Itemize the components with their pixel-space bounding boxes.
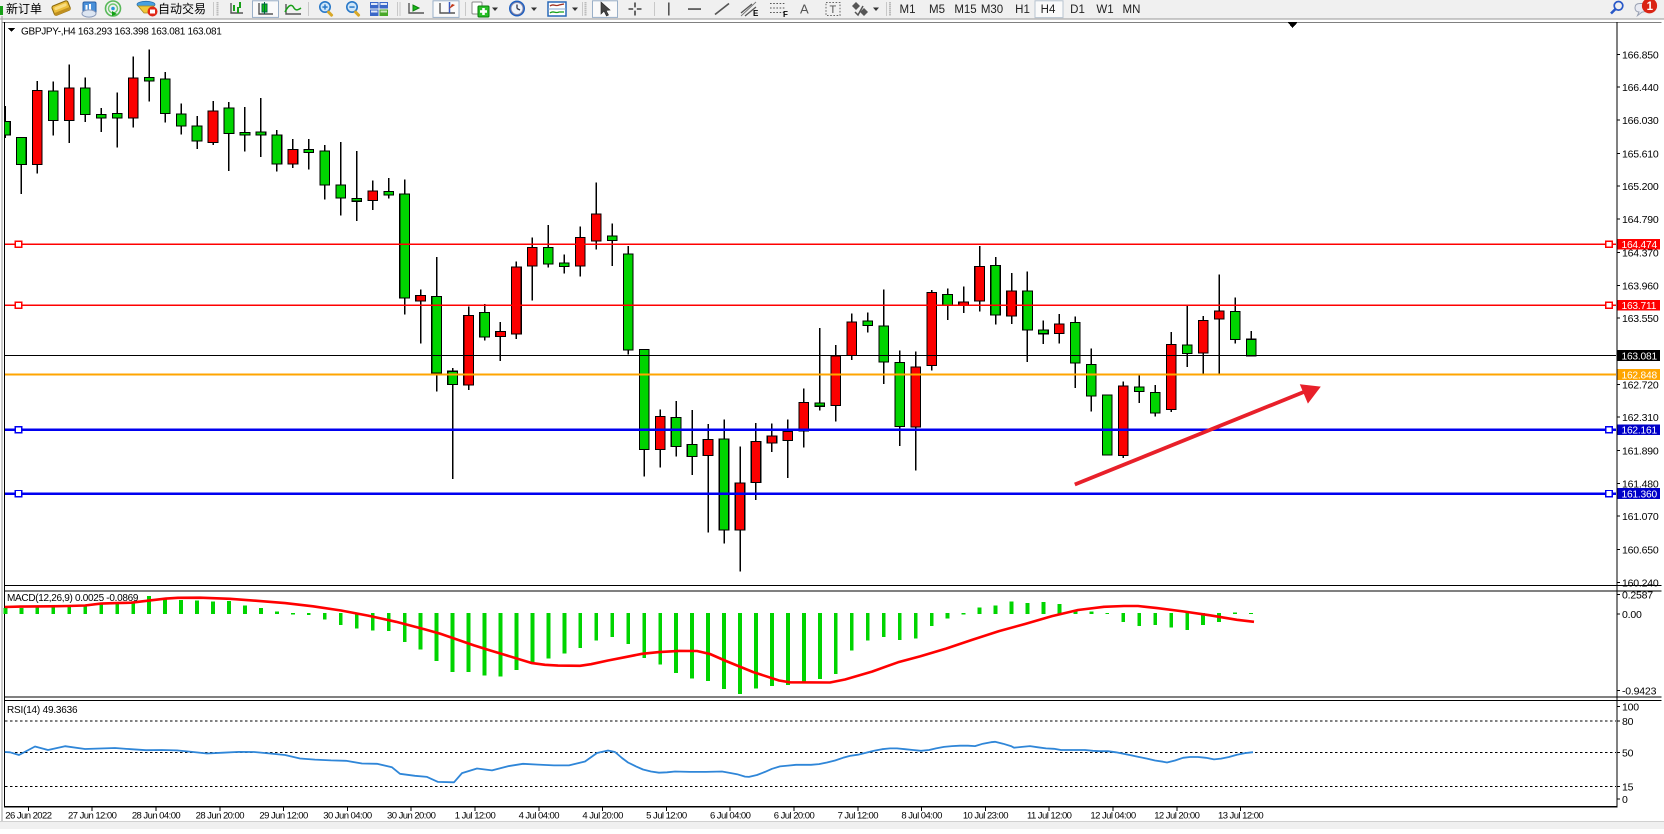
svg-text:H4: H4 [1041,4,1056,16]
svg-text:162.310: 162.310 [1622,412,1659,424]
svg-text:30 Jun 20:00: 30 Jun 20:00 [387,811,436,822]
svg-text:30 Jun 04:00: 30 Jun 04:00 [323,811,372,822]
svg-text:0.00: 0.00 [1622,609,1642,621]
svg-text:4 Jul 04:00: 4 Jul 04:00 [519,811,560,822]
svg-text:165.200: 165.200 [1622,181,1659,193]
svg-text:M30: M30 [981,4,1003,16]
svg-text:12 Jul 04:00: 12 Jul 04:00 [1090,811,1135,822]
svg-text:164.474: 164.474 [1622,240,1658,251]
svg-text:50: 50 [1622,748,1634,760]
svg-text:26 Jun 2022: 26 Jun 2022 [5,811,52,822]
svg-text:W1: W1 [1096,4,1113,16]
svg-text:E: E [753,9,759,18]
svg-text:161.070: 161.070 [1622,511,1659,523]
svg-text:27 Jun 12:00: 27 Jun 12:00 [68,811,117,822]
svg-text:10 Jul 23:00: 10 Jul 23:00 [963,811,1008,822]
svg-text:160.240: 160.240 [1622,578,1659,590]
svg-text:161.360: 161.360 [1622,490,1658,501]
svg-text:6 Jul 20:00: 6 Jul 20:00 [774,811,815,822]
svg-text:GBPJPY-,H4 163.293 163.398 16: GBPJPY-,H4 163.293 163.398 163.081 163.0… [21,27,222,38]
svg-text:12 Jul 20:00: 12 Jul 20:00 [1154,811,1199,822]
svg-text:4 Jul 20:00: 4 Jul 20:00 [582,811,623,822]
svg-text:163.081: 163.081 [1622,351,1658,362]
svg-text:M1: M1 [900,4,916,16]
svg-text:1 Jul 12:00: 1 Jul 12:00 [455,811,496,822]
svg-text:80: 80 [1622,716,1634,728]
svg-text:A: A [800,2,809,17]
svg-text:-0.9423: -0.9423 [1622,686,1657,698]
svg-text:6 Jul 04:00: 6 Jul 04:00 [710,811,751,822]
svg-text:RSI(14) 49.3636: RSI(14) 49.3636 [7,705,78,716]
svg-text:7 Jul 12:00: 7 Jul 12:00 [838,811,879,822]
svg-text:T: T [830,4,837,16]
svg-text:160.650: 160.650 [1622,545,1659,557]
svg-text:162.848: 162.848 [1622,370,1658,381]
svg-text:11 Jul 12:00: 11 Jul 12:00 [1027,811,1072,822]
svg-text:163.960: 163.960 [1622,280,1659,292]
svg-text:162.720: 162.720 [1622,379,1659,391]
svg-text:163.711: 163.711 [1622,301,1657,312]
svg-text:8 Jul 04:00: 8 Jul 04:00 [901,811,942,822]
svg-text:164.790: 164.790 [1622,214,1659,226]
svg-text:28 Jun 20:00: 28 Jun 20:00 [196,811,245,822]
svg-text:166.030: 166.030 [1622,115,1659,127]
svg-text:MACD(12,26,9) 0.0025 -0.0869: MACD(12,26,9) 0.0025 -0.0869 [7,593,139,604]
svg-text:166.440: 166.440 [1622,82,1659,94]
svg-text:M15: M15 [954,4,976,16]
svg-text:15: 15 [1622,782,1634,794]
svg-text:163.550: 163.550 [1622,313,1659,325]
svg-text:166.850: 166.850 [1622,49,1659,61]
svg-text:5 Jul 12:00: 5 Jul 12:00 [646,811,687,822]
svg-text:D1: D1 [1070,4,1085,16]
svg-text:F: F [783,10,788,19]
svg-text:164.370: 164.370 [1622,248,1659,260]
svg-text:新订单: 新订单 [6,1,42,16]
svg-text:100: 100 [1622,702,1639,714]
svg-text:0.2587: 0.2587 [1622,589,1653,601]
svg-text:M5: M5 [929,4,945,16]
svg-text:29 Jun 12:00: 29 Jun 12:00 [259,811,308,822]
svg-text:13 Jul 12:00: 13 Jul 12:00 [1218,811,1263,822]
svg-text:165.610: 165.610 [1622,149,1659,161]
svg-text:161.890: 161.890 [1622,446,1659,458]
svg-text:161.480: 161.480 [1622,478,1659,490]
svg-text:1: 1 [1647,1,1654,13]
svg-text:0: 0 [1622,794,1628,806]
svg-text:MN: MN [1123,4,1141,16]
svg-text:162.161: 162.161 [1622,426,1658,437]
svg-text:自动交易: 自动交易 [158,1,206,16]
svg-text:28 Jun 04:00: 28 Jun 04:00 [132,811,181,822]
svg-text:H1: H1 [1015,4,1030,16]
